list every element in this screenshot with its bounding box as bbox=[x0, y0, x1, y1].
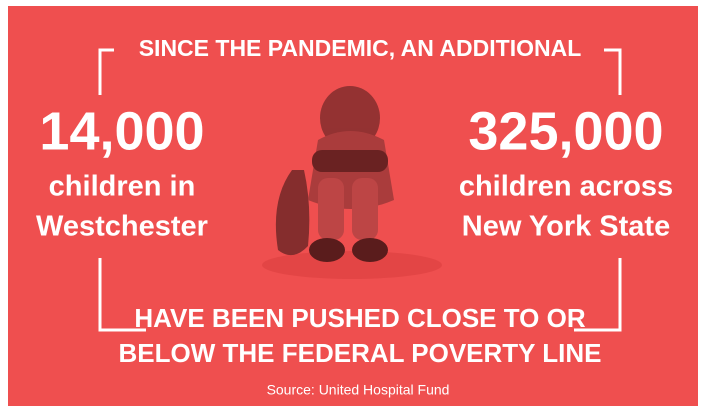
right-label: children across bbox=[459, 171, 673, 203]
footer: HAVE BEEN PUSHED CLOSE TO OR bbox=[134, 303, 585, 333]
right-label: New York State bbox=[462, 211, 670, 243]
left-label: Westchester bbox=[36, 211, 208, 243]
left-label: children in bbox=[49, 171, 196, 203]
footer: BELOW THE FEDERAL POVERTY LINE bbox=[119, 338, 602, 368]
right-number: 325,000 bbox=[468, 101, 663, 161]
header: SINCE THE PANDEMIC, AN ADDITIONAL bbox=[139, 35, 582, 61]
left-number: 14,000 bbox=[39, 101, 204, 161]
infographic: SINCE THE PANDEMIC, AN ADDITIONAL 14,000… bbox=[0, 0, 706, 406]
source: Source: United Hospital Fund bbox=[267, 382, 450, 398]
